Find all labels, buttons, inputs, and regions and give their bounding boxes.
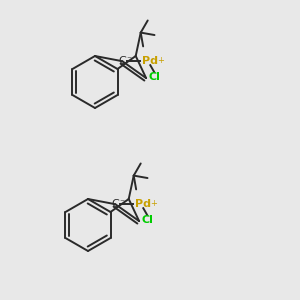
Text: C: C	[118, 56, 126, 66]
Text: +: +	[157, 56, 164, 65]
Text: Cl: Cl	[148, 72, 160, 82]
Text: +: +	[150, 199, 157, 208]
Text: C: C	[111, 199, 119, 209]
Text: ⁻: ⁻	[120, 198, 125, 208]
Text: Pd: Pd	[142, 56, 158, 66]
Text: Pd: Pd	[135, 199, 151, 209]
Text: Cl: Cl	[141, 215, 153, 225]
Text: ⁻: ⁻	[127, 55, 132, 65]
